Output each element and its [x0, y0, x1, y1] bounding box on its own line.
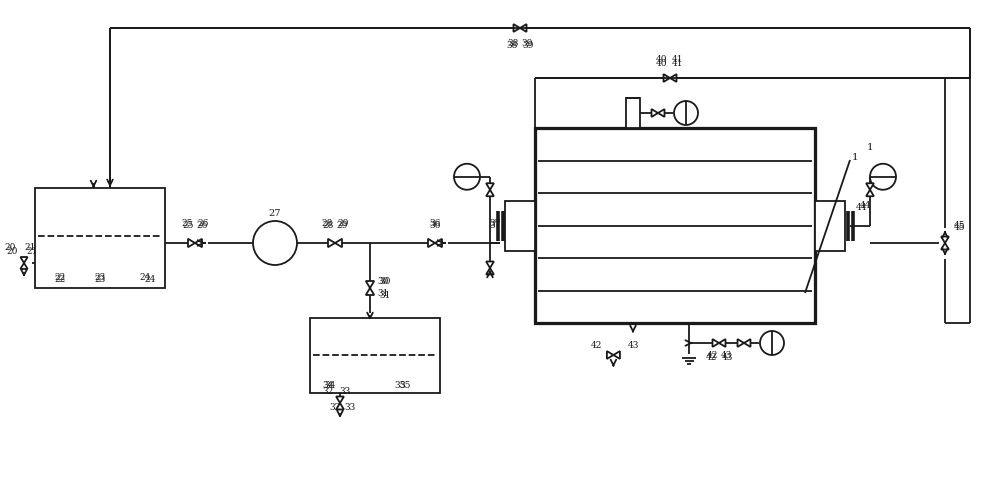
- Bar: [35, 188, 165, 288]
- Text: 24: 24: [139, 273, 151, 283]
- Text: 39: 39: [522, 42, 534, 51]
- Text: 22: 22: [54, 275, 66, 284]
- Circle shape: [674, 101, 698, 125]
- Text: 44: 44: [859, 201, 871, 210]
- Bar: [535, 128, 815, 323]
- Circle shape: [454, 164, 480, 190]
- Polygon shape: [664, 74, 670, 82]
- Text: 34: 34: [322, 382, 334, 390]
- Polygon shape: [336, 397, 344, 403]
- Polygon shape: [738, 339, 744, 347]
- Text: 23: 23: [94, 273, 106, 283]
- Polygon shape: [486, 268, 494, 274]
- Text: 34: 34: [324, 381, 336, 389]
- Polygon shape: [428, 239, 435, 247]
- Text: 36: 36: [429, 218, 441, 227]
- Text: 21: 21: [24, 243, 36, 253]
- Text: 28: 28: [322, 221, 334, 229]
- Bar: [626, 98, 640, 128]
- Text: 25: 25: [182, 221, 194, 229]
- Text: 22: 22: [54, 273, 66, 283]
- Polygon shape: [328, 239, 335, 247]
- Polygon shape: [866, 183, 874, 190]
- Text: 40: 40: [656, 58, 668, 68]
- Polygon shape: [744, 339, 751, 347]
- Polygon shape: [366, 288, 374, 295]
- Polygon shape: [658, 109, 664, 117]
- Polygon shape: [719, 339, 726, 347]
- Text: 38: 38: [507, 39, 519, 47]
- Text: 26: 26: [197, 218, 209, 227]
- Polygon shape: [20, 257, 28, 263]
- Text: 29: 29: [336, 221, 348, 229]
- Text: 29: 29: [337, 218, 349, 227]
- Text: 36: 36: [429, 221, 441, 229]
- Circle shape: [760, 331, 784, 355]
- Bar: [505, 200, 535, 251]
- Polygon shape: [941, 237, 949, 243]
- Polygon shape: [435, 239, 442, 247]
- Text: 30: 30: [379, 278, 391, 286]
- Polygon shape: [195, 239, 202, 247]
- Text: 32: 32: [322, 386, 334, 396]
- Text: 44: 44: [856, 203, 868, 212]
- Polygon shape: [486, 190, 494, 196]
- Polygon shape: [670, 74, 676, 82]
- Text: 20: 20: [6, 246, 18, 256]
- Circle shape: [870, 164, 896, 190]
- Text: 42: 42: [705, 354, 717, 363]
- Polygon shape: [520, 24, 526, 32]
- Text: 33: 33: [339, 386, 351, 396]
- Text: 24: 24: [144, 275, 156, 284]
- Text: 41: 41: [672, 56, 684, 65]
- Polygon shape: [188, 239, 195, 247]
- Text: 31: 31: [379, 290, 391, 299]
- Text: 32: 32: [329, 403, 341, 412]
- Polygon shape: [866, 190, 874, 196]
- Polygon shape: [607, 351, 613, 359]
- Text: 25: 25: [181, 218, 193, 227]
- Polygon shape: [335, 239, 342, 247]
- Text: 28: 28: [321, 218, 333, 227]
- Polygon shape: [651, 109, 658, 117]
- Polygon shape: [712, 339, 719, 347]
- Text: 41: 41: [672, 58, 684, 68]
- Polygon shape: [336, 403, 344, 410]
- Polygon shape: [366, 281, 374, 288]
- Text: 30: 30: [377, 278, 389, 286]
- Text: 40: 40: [656, 56, 668, 65]
- Text: 1: 1: [867, 143, 873, 153]
- Text: 42: 42: [591, 341, 602, 350]
- Polygon shape: [613, 351, 620, 359]
- Text: 26: 26: [196, 221, 208, 229]
- Bar: [815, 200, 845, 251]
- Text: 43: 43: [627, 341, 639, 350]
- Text: 31: 31: [377, 289, 389, 298]
- Polygon shape: [486, 261, 494, 268]
- Text: 20: 20: [4, 243, 16, 253]
- Polygon shape: [514, 24, 520, 32]
- Text: 37: 37: [489, 218, 501, 227]
- Circle shape: [253, 221, 297, 265]
- Text: 43: 43: [721, 354, 733, 363]
- Text: 45: 45: [954, 224, 966, 232]
- Text: 35: 35: [394, 381, 406, 389]
- Text: 39: 39: [521, 39, 533, 47]
- Text: 38: 38: [506, 42, 518, 51]
- Text: 37: 37: [489, 221, 501, 229]
- Text: 42: 42: [706, 351, 718, 359]
- Text: 45: 45: [954, 221, 966, 229]
- Polygon shape: [941, 243, 949, 250]
- Polygon shape: [20, 263, 28, 269]
- Text: 35: 35: [399, 382, 411, 390]
- Text: 43: 43: [720, 351, 732, 359]
- Text: 21: 21: [26, 246, 38, 256]
- Polygon shape: [486, 183, 494, 190]
- Text: 23: 23: [94, 275, 106, 284]
- Text: 33: 33: [344, 403, 356, 412]
- Bar: [310, 318, 440, 393]
- Text: 1: 1: [852, 154, 858, 162]
- Text: 27: 27: [269, 209, 281, 217]
